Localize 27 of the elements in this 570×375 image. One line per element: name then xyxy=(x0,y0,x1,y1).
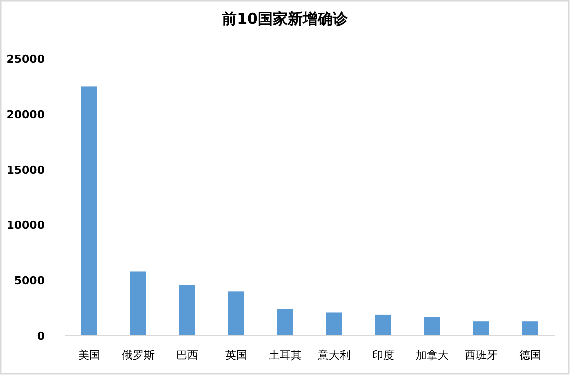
x-tick-label: 德国 xyxy=(520,349,542,362)
bar xyxy=(180,285,196,336)
y-tick-label: 25000 xyxy=(6,53,46,66)
y-tick-label: 5000 xyxy=(14,274,46,288)
x-tick-label: 巴西 xyxy=(176,349,198,362)
bar xyxy=(82,86,98,336)
x-tick-label: 意大利 xyxy=(317,349,351,362)
y-tick-label: 20000 xyxy=(6,108,46,122)
bar xyxy=(326,312,342,336)
x-tick-label: 西班牙 xyxy=(465,349,498,362)
bar xyxy=(424,317,440,336)
x-tick-label: 美国 xyxy=(78,349,100,362)
y-tick-label: 15000 xyxy=(6,164,46,177)
bar xyxy=(522,322,538,336)
y-tick-label: 0 xyxy=(37,330,46,343)
x-tick-label: 英国 xyxy=(226,349,248,362)
chart-title: 前10国家新增确诊 xyxy=(221,10,349,28)
x-tick-label: 土耳其 xyxy=(269,349,302,362)
bar xyxy=(130,272,146,336)
bar xyxy=(376,314,392,336)
bar xyxy=(474,322,490,336)
y-tick-label: 10000 xyxy=(6,219,46,232)
x-tick-label: 印度 xyxy=(372,349,394,362)
x-tick-label: 加拿大 xyxy=(416,349,449,362)
x-tick-label: 俄罗斯 xyxy=(122,349,155,362)
bar xyxy=(228,292,244,336)
bar xyxy=(278,309,294,336)
